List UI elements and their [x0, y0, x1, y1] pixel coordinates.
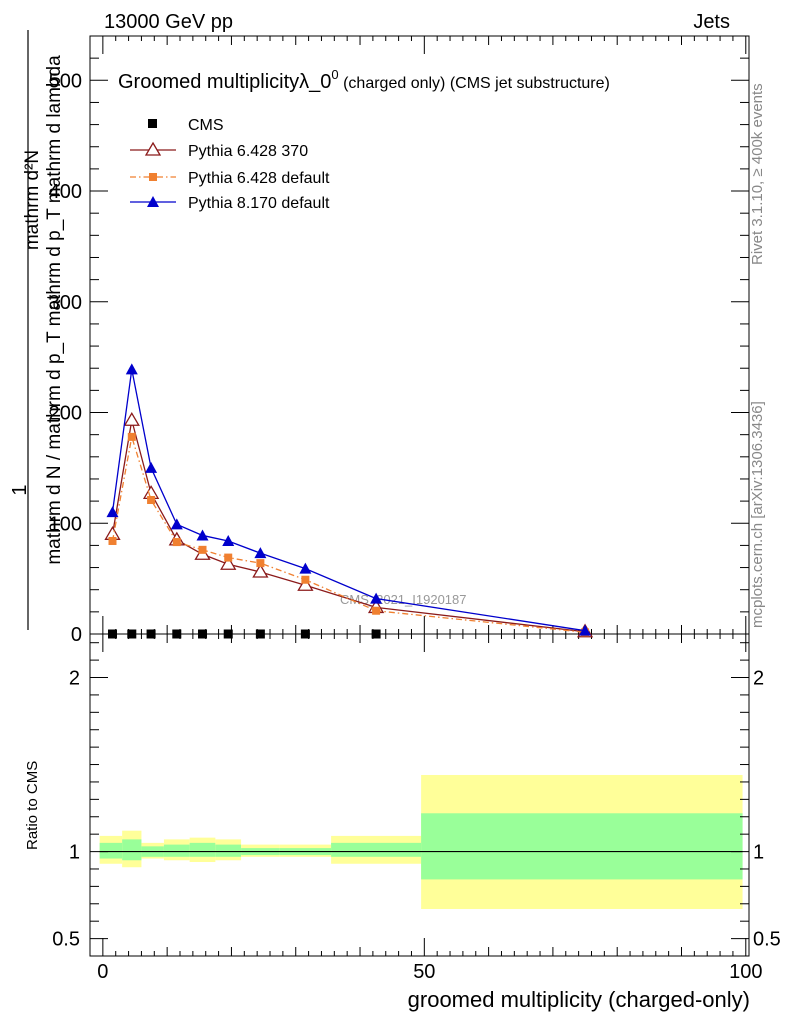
data-point — [223, 629, 233, 639]
data-point — [127, 629, 137, 639]
process-label: Jets — [693, 11, 730, 33]
ratio-band-inner — [189, 842, 216, 857]
data-point — [370, 592, 383, 604]
ratio-y-tick-label-right: 0.5 — [753, 929, 781, 951]
legend-label-py6-370: Pythia 6.428 370 — [188, 143, 308, 160]
plot-title: Groomed multiplicityλ_00 (charged only) … — [118, 67, 610, 93]
data-point — [172, 629, 182, 639]
data-point — [254, 547, 267, 559]
ratio-y-label: Ratio to CMS — [24, 761, 41, 850]
legend: CMS Pythia 6.428 370 Pythia 6.428 defaul… — [130, 117, 330, 212]
legend-label-py8-default: Pythia 8.170 default — [188, 195, 330, 212]
data-point — [125, 363, 138, 375]
y-axis-label-numerator: 1 — [9, 484, 31, 495]
data-point — [301, 575, 310, 584]
x-axis-label: groomed multiplicity (charged-only) — [408, 987, 750, 1012]
x-tick-label: 100 — [729, 961, 762, 983]
legend-label-py6-default: Pythia 6.428 default — [188, 170, 330, 187]
data-point — [300, 629, 310, 639]
data-point — [579, 624, 592, 636]
series-3 — [106, 363, 592, 636]
ratio-bands — [99, 774, 743, 910]
data-point — [297, 576, 314, 591]
ratio-y-tick-label: 2 — [69, 668, 80, 690]
series-line — [111, 436, 586, 633]
data-point — [170, 518, 183, 530]
ratio-band-inner — [331, 842, 422, 857]
data-point — [255, 629, 265, 639]
data-point — [106, 506, 119, 518]
main-series — [104, 363, 594, 639]
y-axis-label: 1 mathrm d²N mathrm d N / mathrm d p_T m… — [9, 30, 65, 630]
y-tick-label: 100 — [49, 513, 82, 535]
ratio-band-inner — [421, 813, 743, 880]
data-point — [256, 559, 265, 568]
data-point — [198, 545, 207, 554]
ratio-band-inner — [163, 844, 190, 857]
y-tick-label: 500 — [49, 70, 82, 92]
data-point — [220, 555, 237, 570]
ratio-y-tick-label-right: 1 — [753, 842, 764, 864]
ratio-axes: 0.5 0.5 1 1 2 2 — [52, 642, 781, 951]
y-axis-label-denominator: mathrm d N / mathrm d p_T mathrm d p_T m… — [44, 55, 65, 565]
legend-marker-py8-default — [147, 196, 159, 207]
y-tick-label: 400 — [49, 181, 82, 203]
data-point — [252, 563, 269, 578]
mcplots-label: mcplots.cern.ch [arXiv:1306.3436] — [749, 401, 766, 628]
data-point — [108, 629, 118, 639]
data-point — [224, 553, 233, 562]
plot-title-superscript: 0 — [331, 67, 338, 82]
ratio-panel-frame — [89, 633, 750, 957]
legend-marker-cms — [148, 119, 157, 128]
legend-marker-py6-default — [149, 173, 157, 181]
data-point — [147, 496, 156, 505]
data-point — [371, 629, 381, 639]
data-point — [108, 536, 117, 545]
data-point — [299, 562, 312, 574]
ratio-y-tick-label: 1 — [69, 842, 80, 864]
data-point — [172, 538, 181, 547]
plot-title-main: Groomed multiplicityλ_0 — [118, 71, 331, 93]
legend-marker-py6-370 — [144, 141, 162, 156]
data-point — [222, 534, 235, 546]
series-line — [111, 420, 586, 633]
y-tick-label: 200 — [49, 403, 82, 425]
ratio-y-tick-label: 0.5 — [52, 929, 80, 951]
data-point — [372, 606, 381, 615]
series-line — [111, 369, 586, 632]
rivet-label: Rivet 3.1.10, ≥ 400k events — [749, 83, 766, 265]
y-tick-label: 0 — [71, 624, 82, 646]
y-axis-label-top: mathrm d²N — [22, 150, 43, 250]
ratio-band-inner — [122, 839, 142, 861]
ratio-band-inner — [215, 844, 242, 857]
data-point — [198, 629, 208, 639]
plot-title-rest: (charged only) (CMS jet substructure) — [339, 75, 610, 92]
analysis-label: CMS_2021_I1920187 — [340, 592, 467, 607]
x-tick-label: 50 — [413, 961, 435, 983]
legend-label-cms: CMS — [188, 117, 224, 134]
ratio-band-inner — [99, 842, 123, 859]
y-tick-label: 300 — [49, 292, 82, 314]
data-point — [123, 411, 140, 426]
data-point — [127, 432, 136, 441]
data-point — [145, 461, 158, 473]
energy-label: 13000 GeV pp — [104, 11, 233, 33]
data-point — [146, 629, 156, 639]
series-0 — [108, 629, 381, 639]
x-tick-label: 0 — [97, 961, 108, 983]
data-point — [196, 529, 209, 541]
ratio-y-tick-label-right: 2 — [753, 668, 764, 690]
